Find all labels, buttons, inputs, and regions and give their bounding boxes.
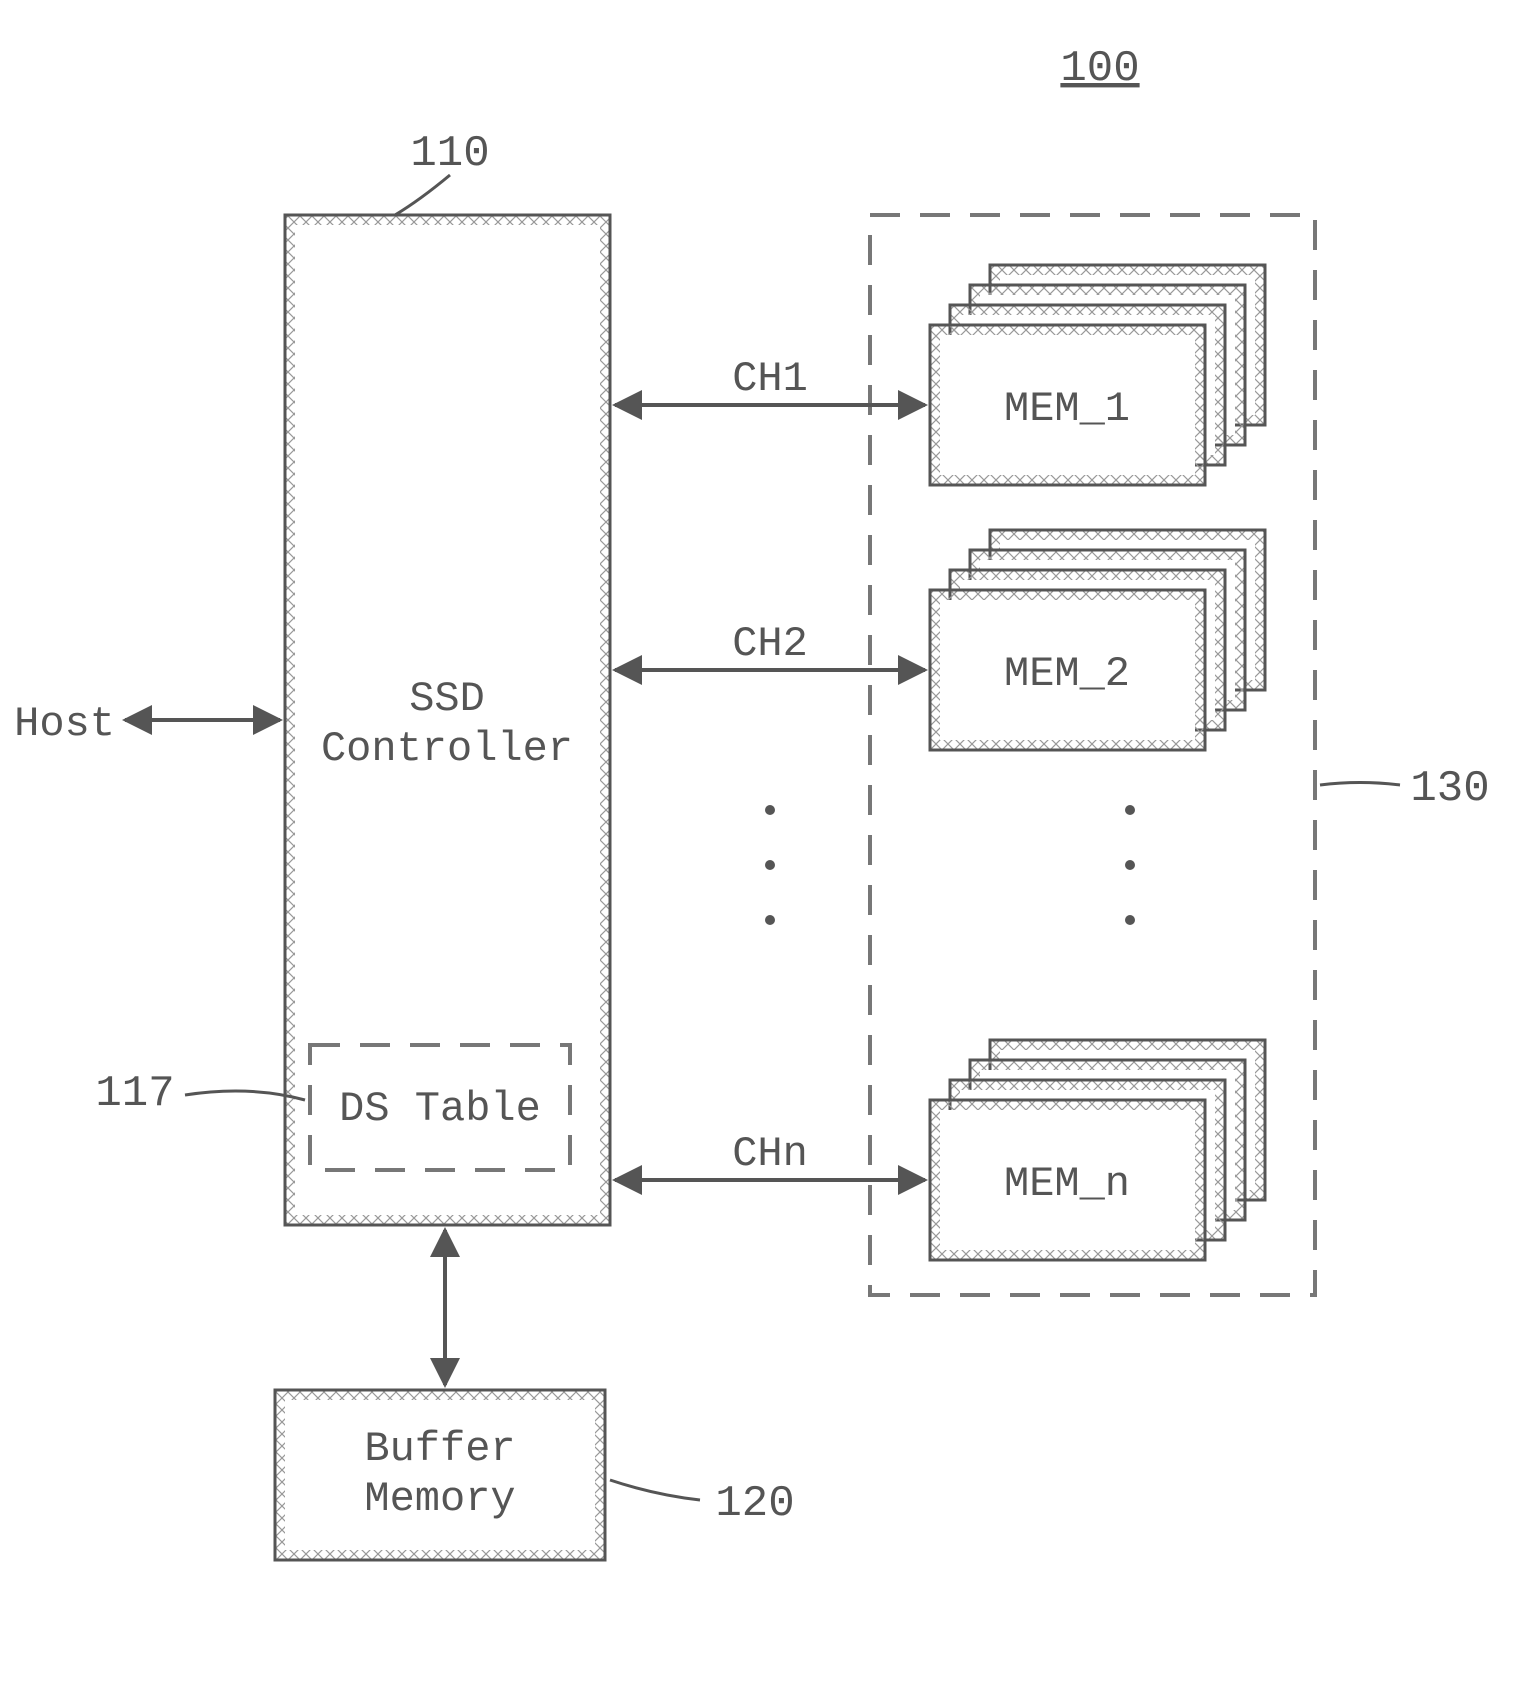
controller-label-l1: SSD [409, 675, 485, 723]
ch2-label: CH2 [732, 620, 808, 668]
memn-label: MEM_n [1004, 1160, 1130, 1208]
mem-stack-n: MEM_n [930, 1040, 1265, 1260]
buffer-label-l2: Memory [364, 1475, 515, 1523]
vdots-mems [1125, 805, 1135, 925]
mem-stack-2: MEM_2 [930, 530, 1265, 750]
system-ref-label: 100 [1060, 44, 1139, 94]
leader-120 [610, 1480, 700, 1500]
memory-ref-label: 130 [1410, 764, 1489, 814]
buffer-ref-label: 120 [715, 1479, 794, 1529]
diagram-canvas: 100 110 SSD Controller DS Table 117 Host… [0, 0, 1520, 1686]
chn-label: CHn [732, 1130, 808, 1178]
ds-table-ref-label: 117 [95, 1069, 174, 1119]
host-label: Host [14, 700, 115, 748]
ds-table-label: DS Table [339, 1085, 541, 1133]
leader-130 [1320, 783, 1400, 786]
leader-110 [395, 175, 450, 215]
mem1-label: MEM_1 [1004, 385, 1130, 433]
controller-ref-label: 110 [410, 129, 489, 179]
ch1-label: CH1 [732, 355, 808, 403]
vdots-channels [765, 805, 775, 925]
buffer-label-l1: Buffer [364, 1425, 515, 1473]
mem2-label: MEM_2 [1004, 650, 1130, 698]
mem-stack-1: MEM_1 [930, 265, 1265, 485]
controller-label-l2: Controller [321, 725, 573, 773]
